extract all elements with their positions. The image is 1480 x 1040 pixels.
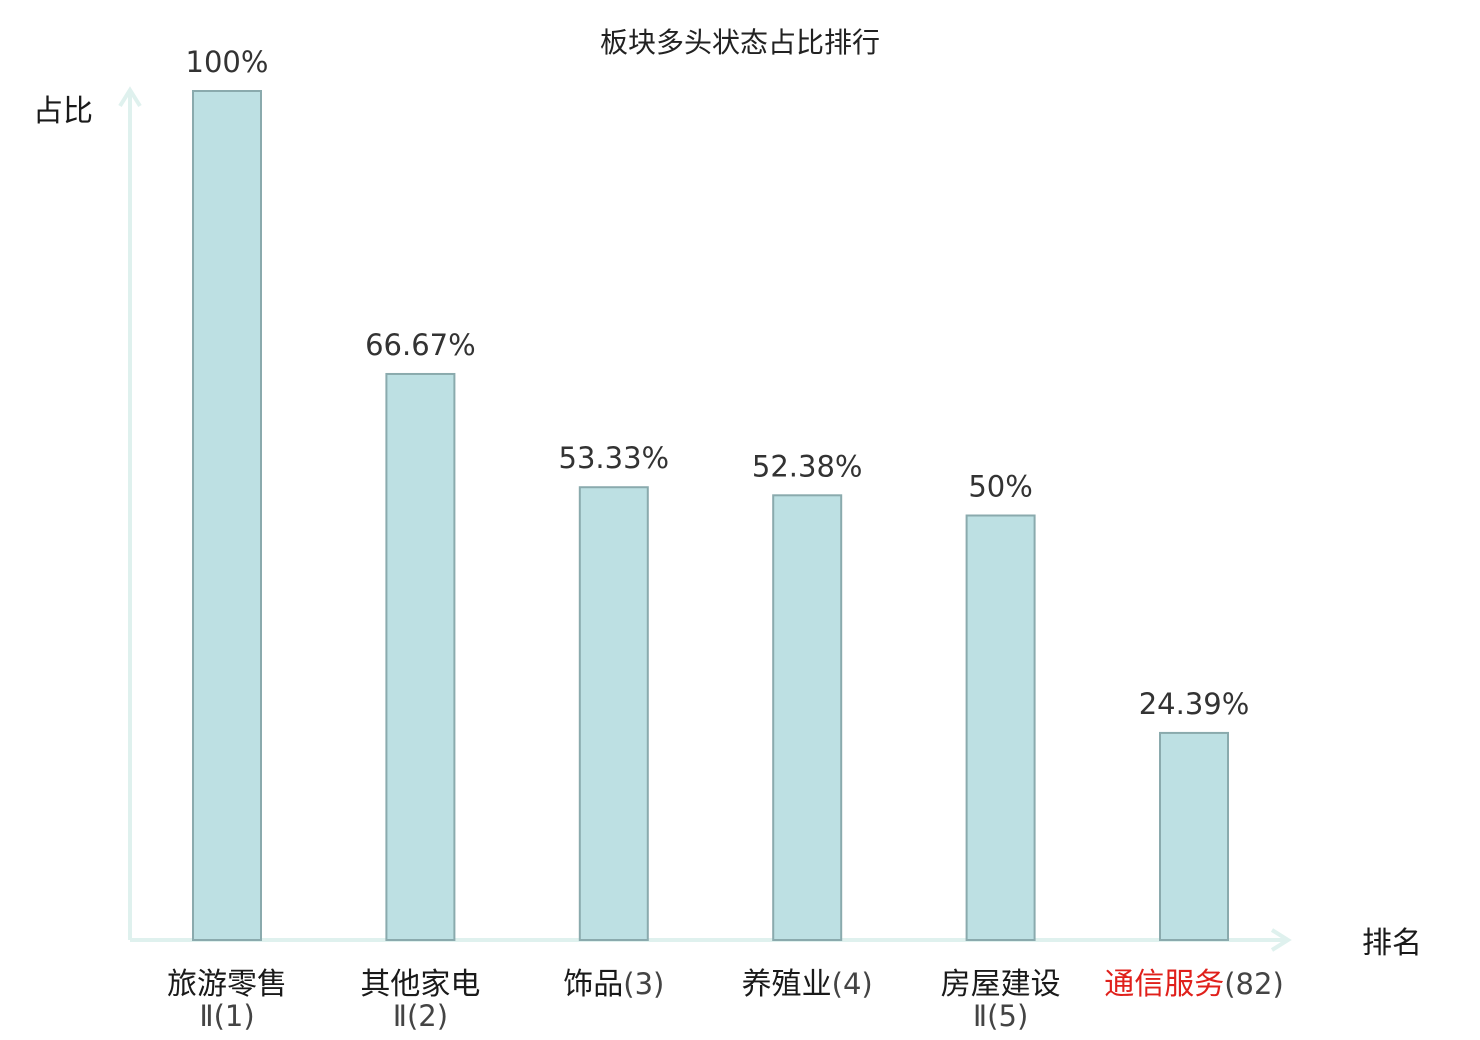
category-rank: (4) <box>832 967 873 1001</box>
value-label-4: 52.38% <box>752 449 863 483</box>
category-name: 房屋建设 <box>941 967 1061 1002</box>
category-rank-5: Ⅱ(5) <box>973 999 1028 1033</box>
category-name: 通信服务 <box>1104 967 1224 1002</box>
value-label-2: 66.67% <box>365 328 476 362</box>
axes <box>118 86 1292 952</box>
value-label-1: 100% <box>186 45 269 79</box>
value-labels: 100% 66.67% 53.33% 52.38% 50% 24.39% <box>186 45 1250 721</box>
category-label-6: 通信服务(82) <box>1104 967 1284 1002</box>
category-label-5: 房屋建设 <box>941 967 1061 1002</box>
category-rank-1: Ⅱ(1) <box>199 999 254 1033</box>
bar-5 <box>965 514 1036 941</box>
y-axis-arrow <box>118 86 142 108</box>
category-label-1: 旅游零售 <box>167 967 287 1002</box>
bar-1 <box>192 90 262 941</box>
category-name: 旅游零售 <box>167 967 287 1002</box>
value-label-5: 50% <box>968 470 1032 504</box>
bar-2 <box>385 372 456 942</box>
category-label-3: 饰品(3) <box>563 967 664 1002</box>
category-label-2: 其他家电 <box>360 967 480 1002</box>
category-rank: (82) <box>1224 967 1284 1001</box>
category-label-4: 养殖业(4) <box>742 967 873 1002</box>
value-label-3: 53.33% <box>559 441 670 475</box>
category-name: 养殖业 <box>742 967 832 1002</box>
category-name: 其他家电 <box>360 967 480 1002</box>
bar-6 <box>1159 731 1229 941</box>
value-label-6: 24.39% <box>1139 687 1250 721</box>
bar-3 <box>578 486 649 941</box>
chart-title: 板块多头状态占比排行 <box>600 26 880 59</box>
category-rank: (3) <box>623 967 664 1001</box>
bars <box>192 90 1229 942</box>
category-rank-2: Ⅱ(2) <box>393 999 448 1033</box>
x-axis-label: 排名 <box>1362 926 1422 961</box>
category-name: 饰品 <box>563 967 623 1002</box>
bar-4 <box>772 494 843 941</box>
x-axis-arrow <box>1270 928 1292 952</box>
y-axis-label: 占比 <box>33 94 93 129</box>
